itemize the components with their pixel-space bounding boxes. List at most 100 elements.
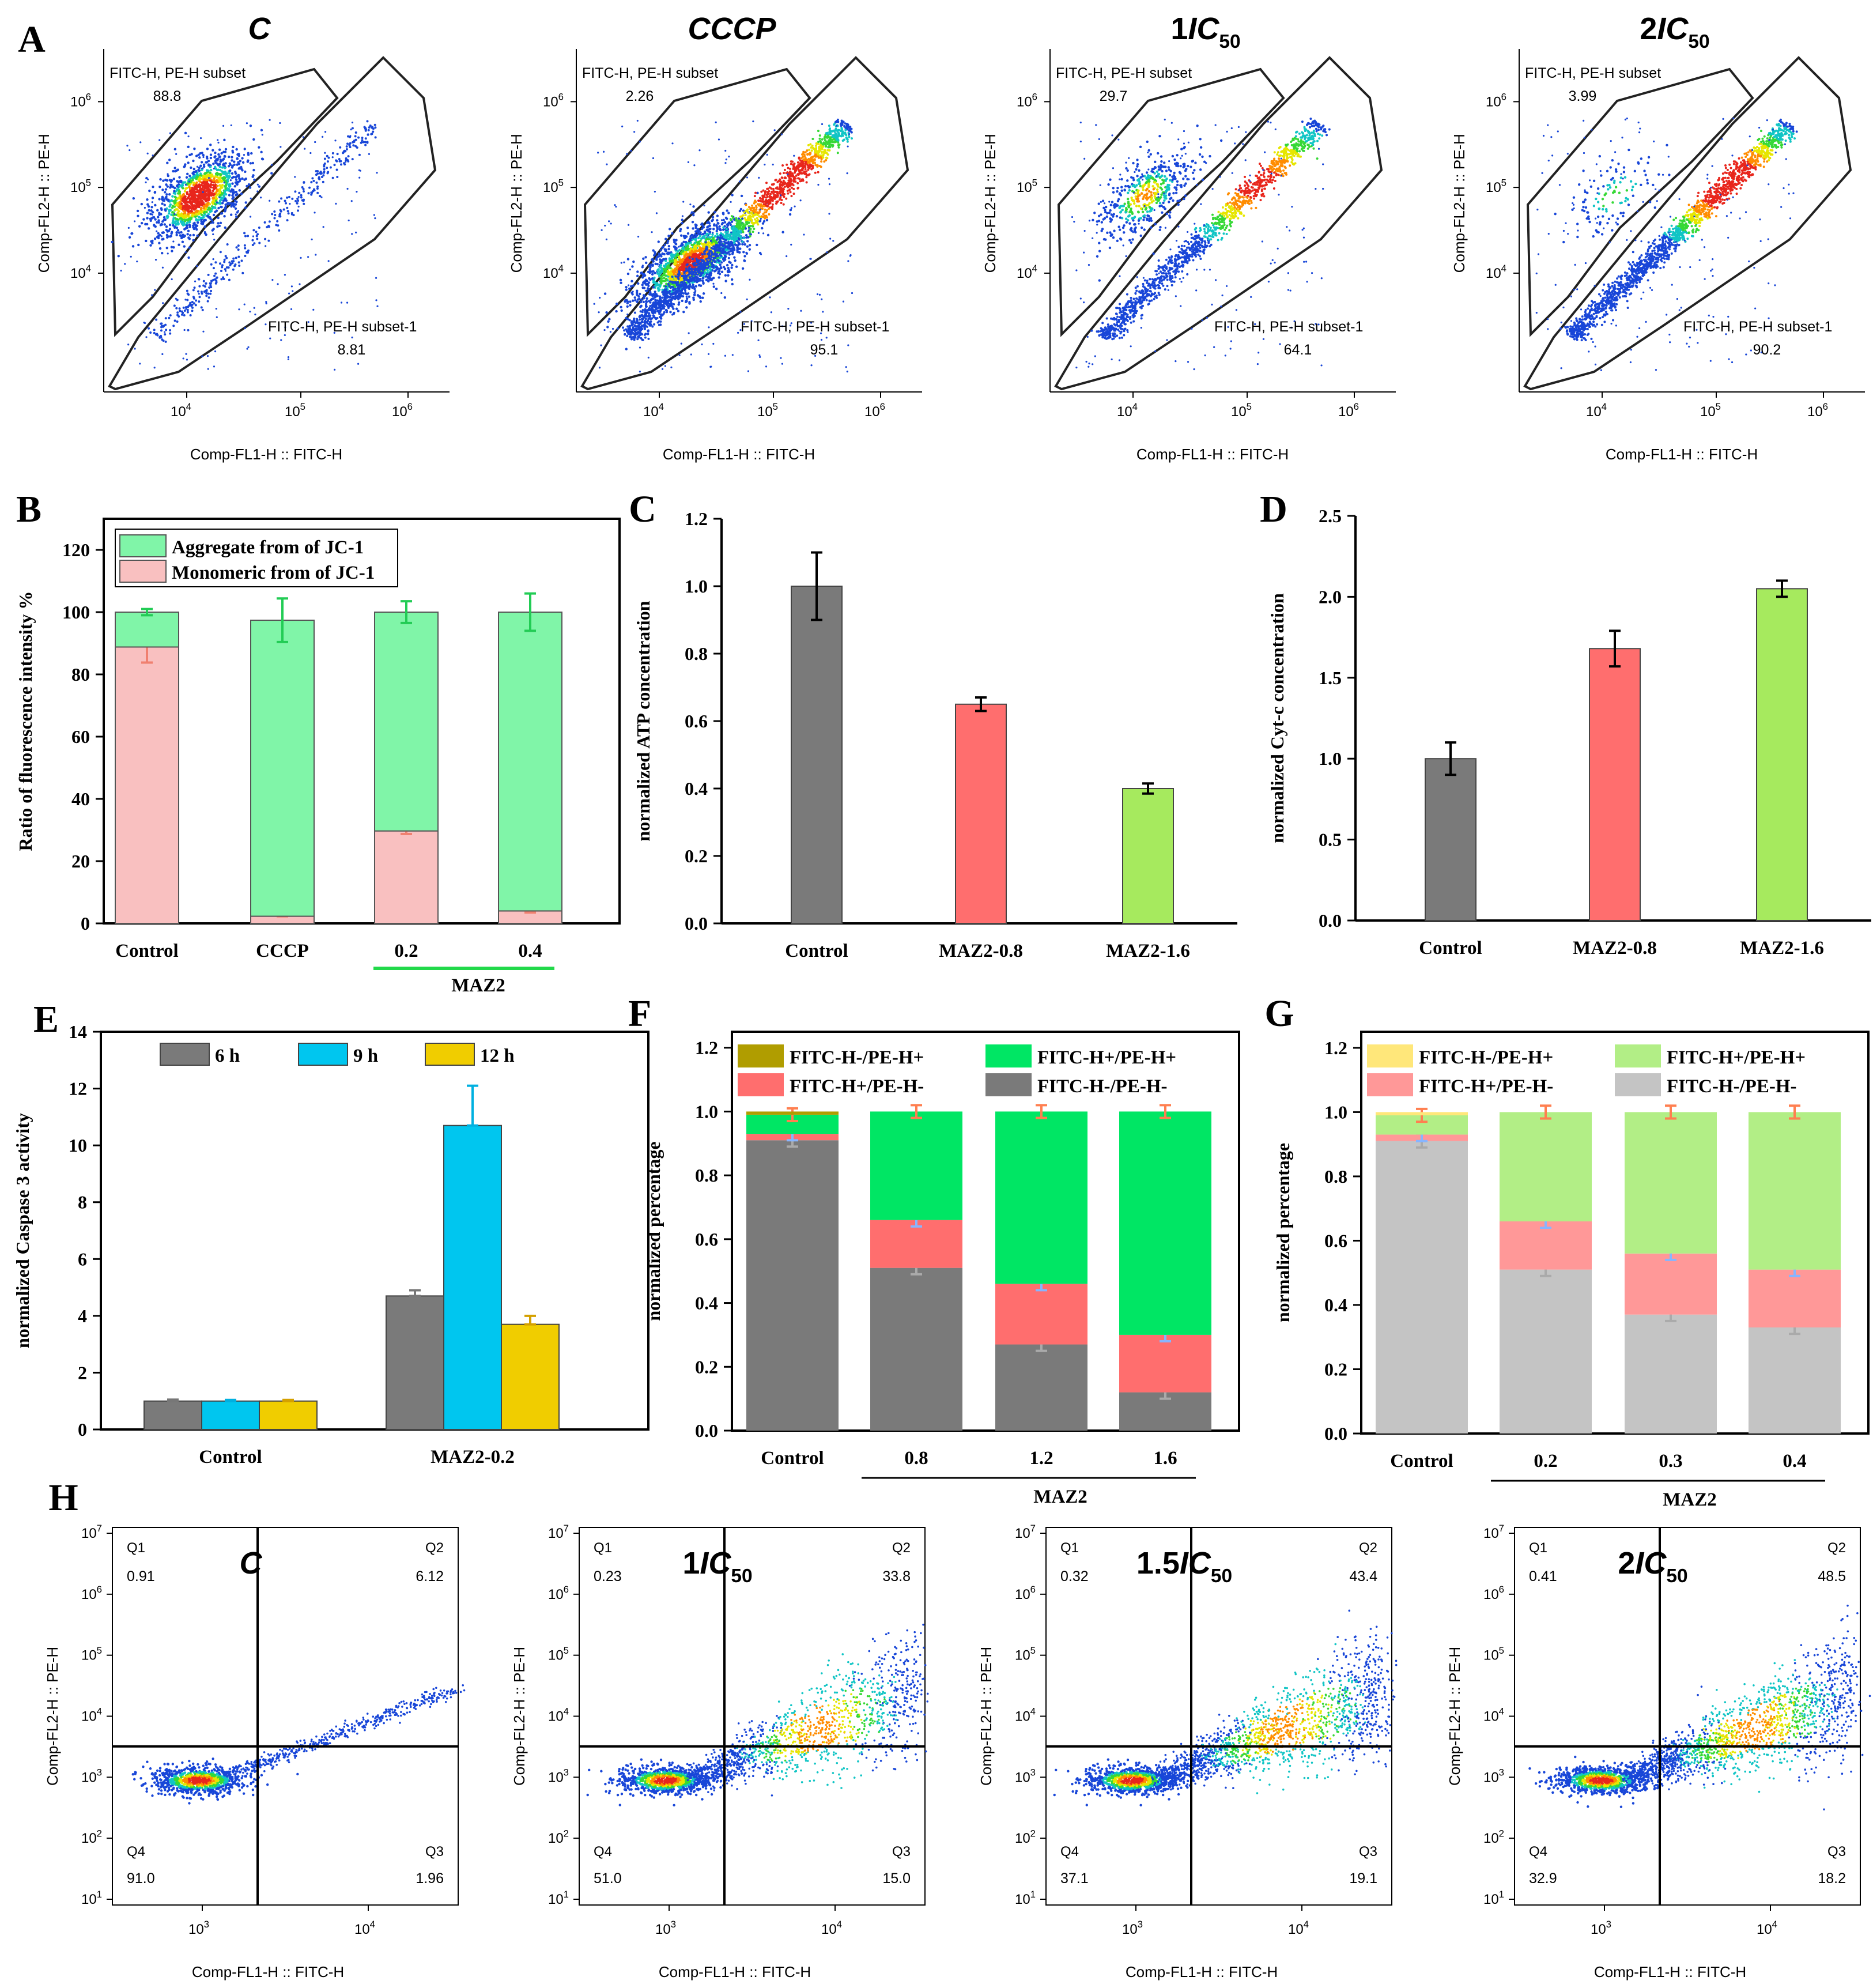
event-dot [216,276,218,279]
event-dot [744,214,747,217]
event-dot [201,186,205,188]
event-dot [195,299,198,302]
event-dot [214,282,217,285]
event-dot [834,141,837,144]
event-dot [178,315,180,318]
event-dot [167,174,170,178]
event-dot [214,272,217,275]
event-dot [217,216,220,220]
event-dot [762,220,766,223]
event-dot [680,234,683,237]
event-dot [218,184,221,187]
event-dot [190,191,194,194]
event-dot [187,135,190,138]
event-dot [186,209,189,212]
event-dot [761,227,764,230]
event-dot [127,227,130,229]
event-dot [350,200,353,202]
event-dot [220,212,224,215]
event-dot [186,311,189,314]
event-dot [202,156,205,159]
event-dot [244,206,247,209]
event-dot [620,305,622,309]
event-dot [652,312,655,315]
event-dot [700,227,704,231]
event-dot [176,197,179,201]
event-dot [632,335,635,338]
event-dot [210,210,213,213]
event-dot [641,286,644,289]
event-dot [817,171,820,173]
event-dot [251,161,255,165]
event-dot [221,159,224,162]
event-dot [629,304,632,307]
event-dot [845,134,848,137]
event-dot [786,163,788,166]
event-dot [214,261,217,264]
event-dot [223,258,226,261]
event-dot [796,166,799,169]
event-dot [183,190,187,193]
event-dot [781,164,784,167]
event-dot [175,307,178,310]
event-dot [269,337,271,339]
event-dot [707,211,710,214]
event-dot [175,208,178,211]
event-dot [690,243,693,247]
event-dot [642,257,645,260]
event-dot [238,264,241,267]
event-dot [849,127,852,130]
event-dot [677,250,679,253]
event-dot [197,185,200,188]
event-dot [346,187,349,190]
event-dot [220,186,223,189]
event-dot [625,330,628,333]
event-dot [168,179,171,182]
event-dot [326,172,329,175]
event-dot [194,304,197,307]
event-dot [182,187,184,190]
event-dot [188,198,192,202]
event-dot [719,239,722,242]
event-dot [790,186,793,189]
event-dot [697,240,700,243]
event-dot [193,286,196,289]
event-dot [722,228,725,231]
event-dot [616,327,619,330]
event-dot [188,217,191,220]
event-dot [716,219,719,222]
event-dot [290,212,293,214]
event-dot [294,176,296,178]
event-dot [230,124,232,127]
event-dot [684,300,688,304]
event-dot [199,137,202,139]
event-dot [656,263,659,266]
event-dot [693,262,696,265]
event-dot [172,325,175,327]
event-dot [633,296,636,299]
event-dot [146,212,149,214]
event-dot [793,163,796,165]
event-dot [713,270,716,273]
event-dot [229,179,232,182]
event-dot [251,239,254,242]
event-dot [207,163,210,166]
event-dot [207,368,209,370]
event-dot [706,221,709,224]
event-dot [761,222,765,225]
event-dot [124,263,126,265]
event-dot [218,201,221,204]
event-dot [716,214,719,217]
event-dot [231,172,234,175]
event-dot [228,172,231,175]
event-dot [151,201,153,203]
event-dot [243,178,246,181]
event-dot [199,193,202,196]
event-dot [626,325,629,328]
event-dot [691,220,694,224]
event-dot [149,219,152,222]
event-dot [683,261,686,264]
event-dot [212,149,214,152]
event-dot [237,255,240,258]
event-dot [200,306,203,309]
